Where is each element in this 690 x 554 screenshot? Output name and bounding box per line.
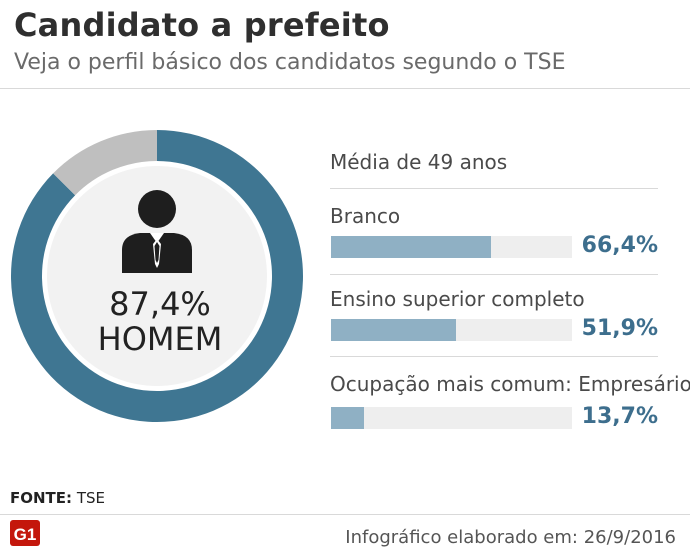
bar-track-ensino [331, 319, 572, 341]
page-title: Candidato a prefeito [14, 6, 390, 44]
bar-track-ocupacao [331, 407, 572, 429]
footer-credit: Infográfico elaborado em: 26/9/2016 [345, 527, 676, 548]
bar-value-ocupacao: 13,7% [581, 404, 658, 429]
stats-divider-3 [330, 356, 658, 357]
source-note: FONTE: TSE [10, 489, 105, 507]
header-divider [0, 88, 690, 89]
bar-value-branco: 66,4% [581, 233, 658, 258]
bar-branco [331, 236, 492, 258]
logo-text: G1 [14, 525, 37, 544]
bar-ensino [331, 319, 457, 341]
stat-label-ocupacao: Ocupação mais comum: Empresário [330, 372, 690, 396]
g1-logo-icon: G1 [10, 520, 40, 546]
donut-slice-other [53, 130, 157, 196]
donut-percent-label: 87,4% [109, 285, 211, 323]
stat-label-branco: Branco [330, 204, 401, 228]
gender-donut-chart [10, 130, 303, 422]
donut-arcs [10, 130, 303, 422]
stat-label-ensino: Ensino superior completo [330, 287, 585, 311]
source-value: TSE [76, 489, 105, 507]
average-age-label: Média de 49 anos [330, 150, 508, 174]
bar-value-ensino: 51,9% [581, 316, 658, 341]
bar-track-branco [331, 236, 572, 258]
stats-divider-2 [330, 274, 658, 275]
donut-category-label: HOMEM [97, 320, 223, 358]
donut-inner-disc [47, 166, 267, 386]
stats-divider-1 [330, 188, 658, 189]
businessman-icon [122, 190, 192, 273]
source-label: FONTE: [10, 489, 73, 507]
footer-divider [0, 514, 690, 515]
page-subtitle: Veja o perfil básico dos candidatos segu… [14, 50, 566, 75]
bar-ocupacao [331, 407, 365, 429]
